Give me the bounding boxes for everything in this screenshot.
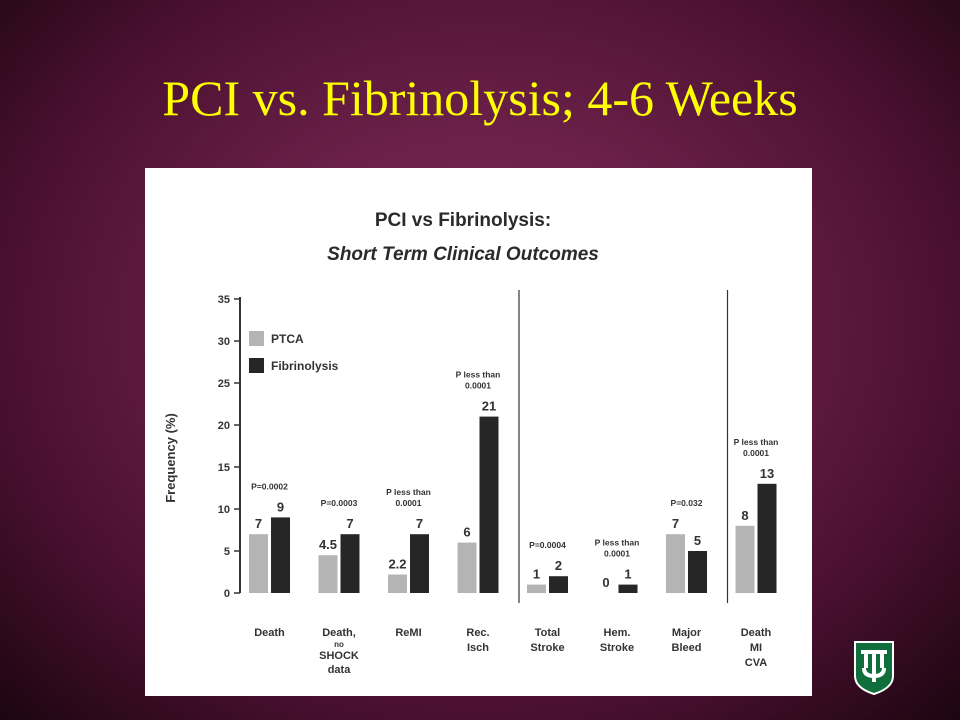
bar-fibrinolysis: [271, 517, 290, 593]
bar-ptca: [666, 534, 685, 593]
legend: PTCA Fibrinolysis: [249, 331, 339, 373]
legend-label: PTCA: [271, 332, 304, 346]
x-tick-label: MI: [750, 642, 762, 654]
p-value-label: 0.0001: [396, 498, 422, 508]
legend-swatch: [249, 358, 264, 373]
x-tick-label: Isch: [467, 642, 489, 654]
x-tick-label: ReMI: [395, 627, 421, 639]
y-tick-label: 10: [218, 504, 230, 516]
p-value-label: P=0.0004: [529, 540, 566, 550]
p-value-label: P less than: [595, 538, 640, 548]
p-value-label: P less than: [456, 370, 501, 380]
bar-ptca: [527, 584, 546, 593]
x-tick-label: Rec.: [466, 627, 489, 639]
y-tick-label: 5: [224, 546, 230, 558]
p-value-label: P less than: [386, 487, 431, 497]
y-tick-label: 0: [224, 588, 230, 600]
data-label: 8: [741, 508, 748, 523]
bar-fibrinolysis: [479, 416, 499, 593]
data-label: 4.5: [319, 537, 337, 552]
x-tick-label: Death: [741, 627, 772, 639]
chart-subtitle: Short Term Clinical Outcomes: [327, 244, 599, 265]
bar-fibrinolysis: [757, 483, 777, 593]
legend-label: Fibrinolysis: [271, 359, 339, 373]
bar-fibrinolysis: [340, 534, 360, 593]
x-tick-label: Stroke: [600, 642, 634, 654]
bar-ptca: [388, 574, 407, 593]
p-value-label: P=0.032: [671, 498, 703, 508]
bar-fibrinolysis: [618, 584, 638, 593]
p-value-label: P=0.0002: [251, 481, 288, 491]
bars: [249, 416, 777, 593]
p-value-label: P less than: [734, 437, 779, 447]
y-axis-label: Frequency (%): [163, 413, 178, 503]
bar-ptca: [735, 525, 755, 593]
y-tick-label: 30: [218, 336, 230, 348]
x-tick-label: Bleed: [672, 642, 702, 654]
bar-fibrinolysis: [410, 534, 429, 593]
p-value-label: 0.0001: [743, 448, 769, 458]
data-label: 2.2: [388, 557, 406, 572]
y-tick-label: 20: [218, 420, 230, 432]
p-value-label: P=0.0003: [321, 498, 358, 508]
outcomes-bar-chart: PCI vs Fibrinolysis: Short Term Clinical…: [163, 210, 778, 676]
data-label: 9: [277, 499, 284, 514]
y-tick-label: 35: [218, 294, 230, 306]
x-tick-sublabel: data: [328, 664, 352, 676]
group-separators: [518, 290, 729, 603]
bar-fibrinolysis: [688, 551, 707, 593]
y-tick-label: 25: [218, 378, 230, 390]
data-label: 7: [416, 516, 423, 531]
legend-swatch: [249, 331, 264, 346]
x-tick-label: Death: [254, 627, 285, 639]
x-tick-label: CVA: [745, 657, 767, 669]
labels: 79P=0.0002Death4.57P=0.0003Death,noSHOCK…: [251, 370, 778, 676]
p-value-label: 0.0001: [604, 549, 630, 559]
data-label: 1: [533, 567, 540, 582]
data-label: 13: [760, 466, 774, 481]
bar-ptca: [318, 555, 338, 593]
chart-title: PCI vs Fibrinolysis:: [375, 210, 551, 231]
bar-ptca: [457, 542, 477, 593]
chart-panel: PCI vs Fibrinolysis: Short Term Clinical…: [145, 168, 812, 696]
p-value-label: 0.0001: [465, 381, 491, 391]
data-label: 2: [555, 558, 562, 573]
data-label: 1: [624, 567, 631, 582]
data-label: 7: [346, 516, 353, 531]
x-tick-sublabel: no: [334, 640, 344, 649]
x-tick-label: Total: [535, 627, 560, 639]
x-tick-label: Hem.: [604, 627, 631, 639]
x-tick-label: Stroke: [530, 642, 564, 654]
y-axis: 0 5 10 15 20 25 30 35: [218, 294, 241, 600]
data-label: 7: [672, 516, 679, 531]
data-label: 6: [463, 525, 470, 540]
tulane-shield-logo: [854, 641, 894, 696]
y-tick-label: 15: [218, 462, 230, 474]
bar-ptca: [249, 534, 268, 593]
x-tick-sublabel: SHOCK: [319, 650, 359, 662]
data-label: 7: [255, 516, 262, 531]
data-label: 21: [482, 399, 496, 414]
slide-title: PCI vs. Fibrinolysis; 4-6 Weeks: [162, 70, 798, 126]
bar-fibrinolysis: [549, 576, 568, 593]
data-label: 0: [602, 575, 609, 590]
x-tick-label: Major: [672, 627, 702, 639]
data-label: 5: [694, 533, 701, 548]
x-tick-label: Death,: [322, 627, 356, 639]
